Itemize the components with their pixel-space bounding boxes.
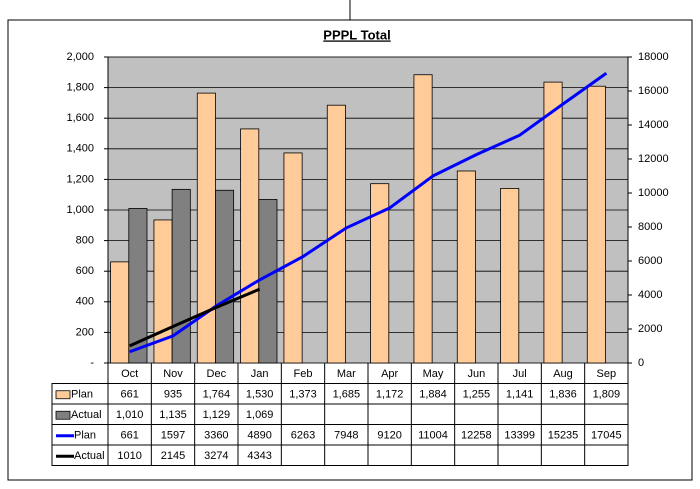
table-value: 1,530 xyxy=(246,389,274,401)
bar xyxy=(413,74,433,364)
x-tick-label: May xyxy=(423,368,444,380)
table-value: 1,010 xyxy=(116,409,144,421)
bar xyxy=(171,188,191,364)
y-tick-label: 1,800 xyxy=(66,82,94,94)
table-value: 1,069 xyxy=(246,409,274,421)
bar xyxy=(370,183,390,364)
bar xyxy=(215,189,235,364)
x-tick-label: Jul xyxy=(513,368,527,380)
table-value: 3360 xyxy=(204,430,228,442)
y2-tick-label: 2000 xyxy=(638,323,662,335)
table-value: 661 xyxy=(120,430,138,442)
table-value: 1597 xyxy=(161,430,185,442)
legend-label: Plan xyxy=(71,389,93,401)
bar xyxy=(543,81,563,364)
x-tick-label: Nov xyxy=(163,368,183,380)
legend-label: Actual xyxy=(71,409,102,421)
table-value: 6263 xyxy=(291,430,315,442)
table-value: 12258 xyxy=(461,430,492,442)
y2-tick-label: 14000 xyxy=(638,119,669,131)
table-value: 4343 xyxy=(247,450,271,462)
table-value: 13399 xyxy=(504,430,535,442)
y-tick-label: - xyxy=(90,357,94,369)
x-tick-label: Sep xyxy=(597,368,617,380)
y-tick-label: 1,000 xyxy=(66,204,94,216)
bar xyxy=(196,92,216,364)
x-tick-label: Feb xyxy=(294,368,313,380)
bar xyxy=(500,188,520,364)
y-tick-label: 600 xyxy=(76,265,94,277)
x-tick-label: Aug xyxy=(553,368,573,380)
table-value: 661 xyxy=(120,389,138,401)
table-value: 3274 xyxy=(204,450,228,462)
table-value: 1,764 xyxy=(203,389,231,401)
table-value: 1,884 xyxy=(419,389,447,401)
y-tick-label: 1,200 xyxy=(66,173,94,185)
bar xyxy=(456,170,476,364)
y2-tick-label: 8000 xyxy=(638,221,662,233)
table-value: 17045 xyxy=(591,430,622,442)
table-value: 935 xyxy=(164,389,182,401)
y-tick-label: 1,400 xyxy=(66,143,94,155)
table-value: 11004 xyxy=(418,430,448,442)
table-value: 2145 xyxy=(161,450,185,462)
table-value: 1,809 xyxy=(593,389,621,401)
legend-key xyxy=(55,390,71,400)
y2-tick-label: 12000 xyxy=(638,153,669,165)
y-tick-label: 400 xyxy=(76,296,94,308)
bar xyxy=(586,85,606,364)
table-value: 4890 xyxy=(247,430,271,442)
bar xyxy=(258,199,278,364)
x-tick-label: Apr xyxy=(381,368,398,380)
legend-label: Plan xyxy=(74,430,96,442)
table-value: 15235 xyxy=(548,430,579,442)
y2-tick-label: 4000 xyxy=(638,289,662,301)
table-value: 1,685 xyxy=(333,389,361,401)
bar xyxy=(240,128,260,364)
chart-title: PPPL Total xyxy=(323,27,390,42)
legend-key xyxy=(55,410,71,420)
line xyxy=(129,287,261,348)
table-value: 1,135 xyxy=(159,409,187,421)
y2-tick-label: 18000 xyxy=(638,51,669,63)
y-tick-label: 2,000 xyxy=(66,51,94,63)
table-value: 1,836 xyxy=(549,389,577,401)
y-tick-label: 1,600 xyxy=(66,112,94,124)
table-value: 1,255 xyxy=(463,389,491,401)
bar xyxy=(128,208,148,364)
y2-tick-label: 10000 xyxy=(638,187,669,199)
y2-tick-label: 6000 xyxy=(638,255,662,267)
x-tick-label: Dec xyxy=(207,368,227,380)
y-tick-label: 800 xyxy=(76,235,94,247)
table-value: 1010 xyxy=(117,450,141,462)
table-value: 9120 xyxy=(377,430,401,442)
table-value: 1,129 xyxy=(203,409,231,421)
bar xyxy=(110,261,130,364)
legend-label: Actual xyxy=(74,450,105,462)
table-value: 1,141 xyxy=(506,389,534,401)
x-tick-label: Mar xyxy=(337,368,356,380)
y2-tick-label: 0 xyxy=(638,357,644,369)
table-value: 1,373 xyxy=(289,389,317,401)
x-tick-label: Jun xyxy=(467,368,485,380)
y2-tick-label: 16000 xyxy=(638,85,669,97)
x-tick-label: Oct xyxy=(121,368,138,380)
y-tick-label: 200 xyxy=(76,326,94,338)
table-value: 7948 xyxy=(334,430,358,442)
table-value: 1,172 xyxy=(376,389,404,401)
x-tick-label: Jan xyxy=(251,368,269,380)
